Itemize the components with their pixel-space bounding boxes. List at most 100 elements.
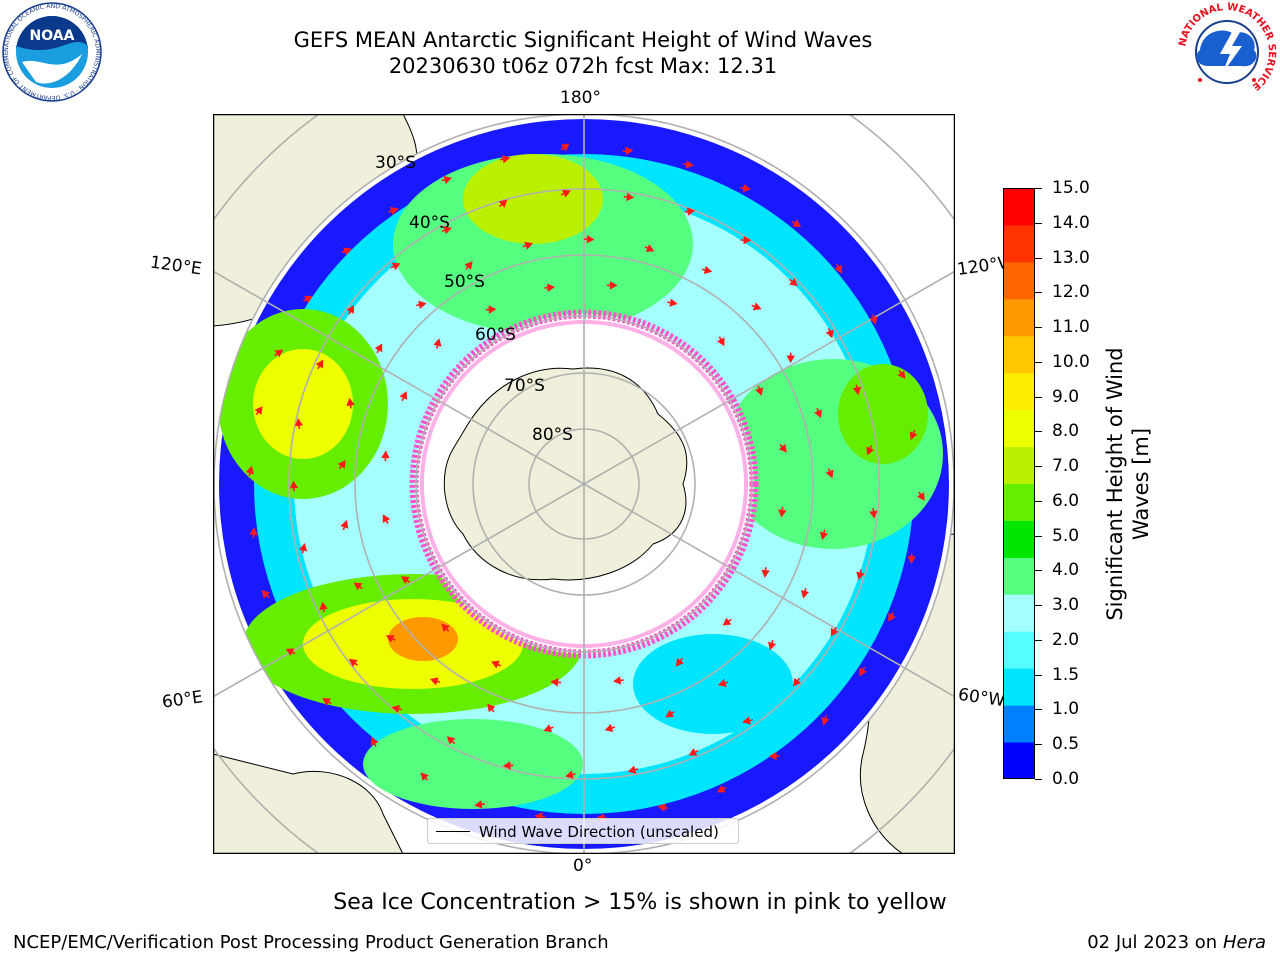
colorbar-band [1003, 705, 1035, 743]
colorbar-band [1003, 557, 1035, 595]
wave-direction-arrowhead [498, 199, 508, 208]
wave-direction-arrowhead [562, 189, 571, 198]
wave-direction-arrowhead [550, 678, 559, 687]
wave-direction-arrowhead [686, 207, 696, 216]
colorbar-tick-label: 6.0 [1052, 490, 1080, 511]
colorbar-tick-mark [1035, 327, 1042, 329]
wave-direction-arrowhead [703, 265, 713, 275]
colorbar-band [1003, 668, 1035, 706]
wave-direction-arrowhead [464, 261, 473, 270]
colorbar-tick-label: 15.0 [1052, 178, 1090, 198]
wave-direction-arrowhead [353, 582, 363, 591]
colorbar-band [1003, 483, 1035, 521]
colorbar-band [1003, 742, 1035, 779]
wave-direction-arrowhead [441, 623, 450, 632]
wave-direction-arrowhead [675, 658, 684, 667]
wave-direction-arrowhead [420, 772, 429, 781]
colorbar-band [1003, 224, 1035, 263]
colorbar-tick-mark [1035, 431, 1042, 433]
wave-direction-arrowhead [285, 648, 295, 657]
wave-direction-arrowhead [888, 612, 896, 622]
lat-label-50s: 50°S [444, 272, 485, 292]
wave-direction-arrowhead [304, 295, 313, 304]
wave-direction-arrowhead [778, 509, 787, 518]
colorbar-tick-label: 10.0 [1052, 351, 1090, 372]
wave-direction-arrowhead [688, 748, 698, 756]
wave-direction-arrowhead [474, 800, 483, 809]
wave-direction-arrowhead [560, 143, 570, 152]
wave-direction-arrowhead [722, 617, 732, 626]
wave-direction-arrowhead [524, 241, 533, 250]
colorbar-tick-label: 5.0 [1052, 525, 1080, 546]
wave-direction-arrowhead [261, 589, 270, 599]
wave-direction-arrowhead [752, 302, 762, 311]
colorbar-band [1003, 298, 1035, 337]
colorbar-tick-label: 14.0 [1052, 212, 1090, 233]
lat-label-30s: 30°S [375, 153, 416, 173]
colorbar-tick-label: 0.5 [1052, 734, 1080, 755]
colorbar-tick-label: 1.0 [1052, 699, 1080, 720]
colorbar-band [1003, 188, 1035, 226]
wave-direction-arrowhead [814, 409, 822, 419]
wave-direction-arrowhead [825, 469, 834, 479]
colorbar-tick-label: 12.0 [1052, 282, 1090, 303]
wave-direction-arrowhead [825, 329, 834, 339]
wave-direction-arrowhead [869, 510, 878, 519]
wave-direction-arrowhead [274, 349, 284, 358]
colorbar-tick-label: 7.0 [1052, 456, 1080, 477]
colorbar-tick-label: 9.0 [1052, 386, 1080, 407]
colorbar-tick-mark [1035, 709, 1042, 711]
colorbar-band [1003, 409, 1035, 448]
wave-direction-arrowhead [337, 460, 346, 469]
wave-direction-arrowhead [897, 370, 906, 380]
colorbar-tick-label: 4.0 [1052, 560, 1080, 581]
wave-direction-arrowhead [778, 443, 787, 453]
colorbar-tick-mark [1035, 674, 1042, 676]
map-legend: Wind Wave Direction (unscaled) [427, 818, 739, 844]
wave-direction-arrowhead [768, 751, 777, 761]
colorbar-tick-label: 11.0 [1052, 317, 1090, 338]
colorbar-tick-mark [1035, 361, 1042, 363]
wave-direction-arrowhead [792, 219, 802, 228]
wave-direction-arrowhead [546, 283, 556, 292]
wave-direction-arrowhead [800, 590, 810, 599]
wave-direction-arrowhead [604, 723, 614, 732]
lat-label-70s: 70°S [504, 376, 545, 396]
wave-direction-arrowhead [717, 678, 727, 688]
wave-direction-arrowhead [433, 338, 442, 347]
wave-direction-arrowhead [743, 235, 752, 245]
wave-direction-arrowhead [322, 698, 331, 706]
wave-direction-arrowhead [399, 391, 408, 400]
wave-direction-arrowhead [534, 812, 543, 821]
colorbar-tick-label: 13.0 [1052, 247, 1090, 268]
lon-label-0: 0° [573, 856, 593, 876]
colorbar-band [1003, 594, 1035, 632]
wave-direction-arrowhead [319, 601, 328, 610]
wind-wave-arrows [245, 143, 925, 823]
wave-direction-arrowhead [612, 676, 622, 685]
wave-direction-arrowhead [443, 175, 453, 184]
wave-direction-arrowhead [869, 316, 878, 325]
colorbar-band [1003, 446, 1035, 484]
colorbar-band [1003, 335, 1035, 374]
wave-direction-arrowhead [830, 627, 839, 637]
wave-direction-arrowhead [821, 717, 830, 726]
wave-direction-arrowhead [348, 658, 358, 667]
wave-direction-arrowhead [391, 262, 401, 271]
wave-direction-arrowhead [487, 703, 496, 713]
wave-direction-arrowhead [761, 569, 770, 578]
noaa-logo-text: NOAA [30, 28, 75, 44]
wave-direction-arrowhead [866, 446, 875, 456]
lon-label-60w: 60°W [956, 684, 1007, 712]
wave-direction-arrowhead [443, 226, 452, 235]
wave-direction-arrowhead [859, 667, 867, 677]
colorbar-tick-mark [1035, 222, 1042, 224]
colorbar-tick-mark [1035, 257, 1042, 259]
wave-direction-arrowhead [382, 514, 391, 524]
colorbar-band [1003, 372, 1035, 411]
colorbar-band [1003, 520, 1035, 558]
colorbar-tick-label: 3.0 [1052, 595, 1080, 616]
noaa-logo-icon: NATIONAL OCEANIC AND ATMOSPHERIC ADMINIS… [2, 2, 102, 102]
colorbar-tick-mark [1035, 639, 1042, 641]
wave-direction-arrowhead [343, 247, 352, 256]
